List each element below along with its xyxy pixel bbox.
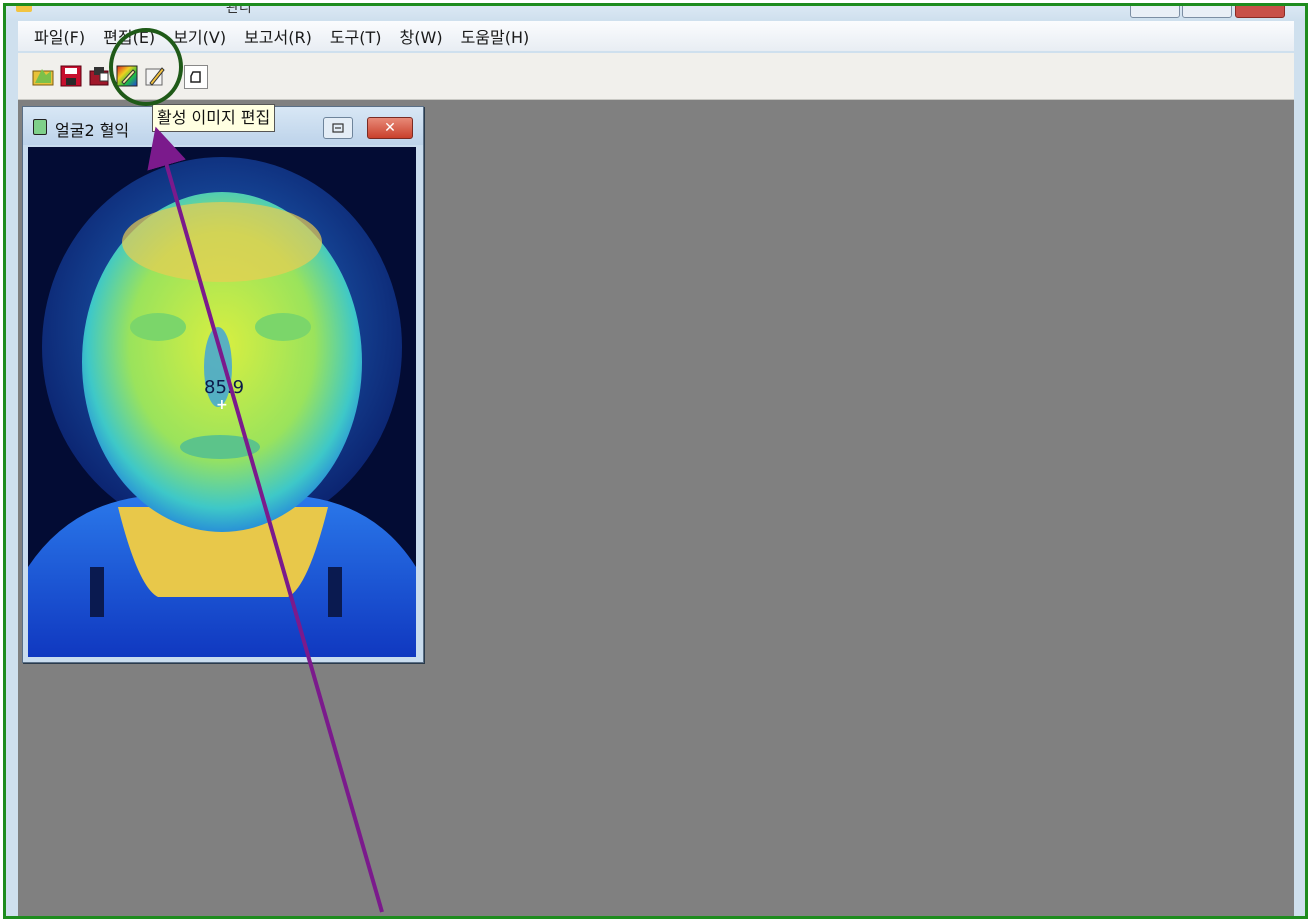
print-preview-icon[interactable] — [88, 65, 110, 87]
child-window-title: 얼굴2 혈익 — [55, 121, 130, 140]
minimize-button[interactable] — [1130, 6, 1180, 18]
menu-bar: 파일(F) 편집(E) 보기(V) 보고서(R) 도구(T) 창(W) 도움말(… — [18, 21, 1294, 51]
save-icon[interactable] — [60, 65, 82, 87]
menu-tools[interactable]: 도구(T) — [329, 28, 382, 47]
menu-view[interactable]: 보기(V) — [173, 28, 227, 47]
close-button[interactable] — [1235, 6, 1285, 18]
window-title: 관리 — [226, 3, 252, 16]
maximize-button[interactable] — [1182, 6, 1232, 18]
app-window: 관리 파일(F) 편집(E) 보기(V) 보고서(R) 도구(T) 창(W) 도… — [3, 3, 1308, 919]
crosshair-marker: + — [216, 397, 228, 413]
toolbar — [18, 53, 1294, 100]
menu-help[interactable]: 도움말(H) — [460, 28, 530, 47]
menu-report[interactable]: 보고서(R) — [244, 28, 312, 47]
title-bar: 관리 — [6, 6, 1305, 20]
print-icon[interactable] — [184, 65, 208, 89]
restore-button[interactable] — [323, 117, 353, 139]
app-icon — [16, 6, 32, 12]
menu-window[interactable]: 창(W) — [399, 28, 443, 47]
restore-icon — [332, 123, 344, 133]
open-folder-icon[interactable] — [32, 65, 54, 87]
child-close-button[interactable]: ✕ — [367, 117, 413, 139]
tooltip: 활성 이미지 편집 — [152, 104, 276, 132]
mdi-workspace: 얼굴2 혈익 ✕ — [18, 100, 1294, 916]
highlight-circle — [109, 28, 183, 106]
menu-file[interactable]: 파일(F) — [34, 28, 86, 47]
document-icon — [33, 119, 47, 135]
